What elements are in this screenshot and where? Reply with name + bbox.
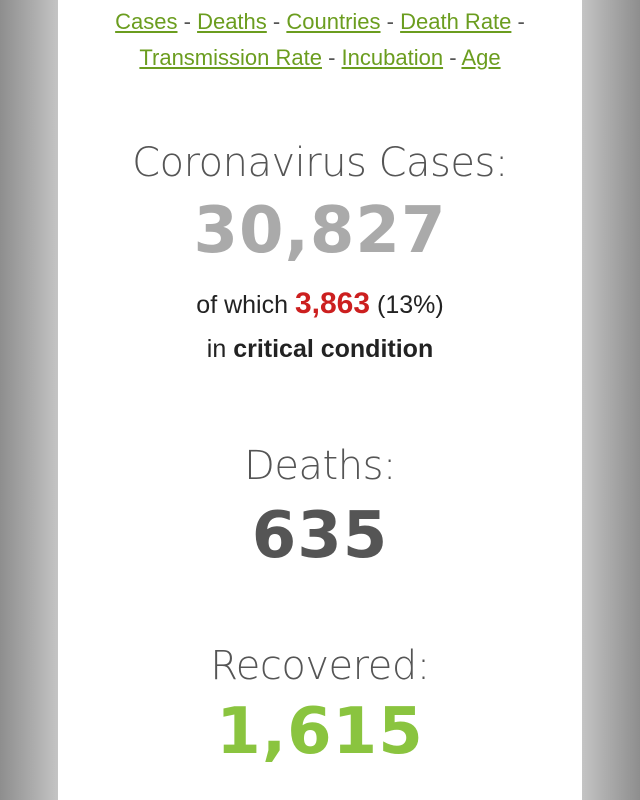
critical-info: of which 3,863 (13%) in critical conditi… — [58, 282, 582, 371]
nav-separator: - — [328, 45, 336, 70]
deaths-count: 635 — [251, 499, 389, 573]
critical-prefix: of which — [196, 291, 289, 319]
critical-percent: (13%) — [377, 291, 444, 319]
cases-count: 30,827 — [193, 194, 447, 268]
nav-link-countries[interactable]: Countries — [286, 9, 381, 34]
cases-label: Coronavirus Cases: — [132, 140, 508, 186]
page-content: Cases - Deaths - Countries - Death Rate … — [58, 0, 582, 800]
nav-separator: - — [449, 45, 457, 70]
recovered-count: 1,615 — [216, 695, 424, 769]
deaths-label: Deaths: — [244, 443, 396, 489]
nav-link-death-rate[interactable]: Death Rate — [400, 9, 512, 34]
nav-separator: - — [183, 9, 191, 34]
recovered-section: Recovered: 1,615 — [58, 643, 582, 769]
critical-in: in — [206, 335, 227, 363]
nav-link-transmission-rate[interactable]: Transmission Rate — [139, 45, 322, 70]
nav-link-incubation[interactable]: Incubation — [341, 45, 444, 70]
critical-condition-text: critical condition — [233, 335, 434, 363]
recovered-label: Recovered: — [210, 643, 430, 689]
nav-separator: - — [272, 9, 281, 34]
cases-section: Coronavirus Cases: 30,827 of which 3,863… — [58, 140, 582, 371]
nav-link-age[interactable]: Age — [461, 45, 501, 70]
nav-link-deaths[interactable]: Deaths — [197, 9, 267, 34]
nav-line-1: Cases - Deaths - Countries - Death Rate … — [58, 4, 582, 40]
nav-link-cases[interactable]: Cases — [115, 9, 178, 34]
critical-count: 3,863 — [294, 287, 371, 320]
deaths-section: Deaths: 635 — [58, 443, 582, 573]
section-nav: Cases - Deaths - Countries - Death Rate … — [58, 0, 582, 76]
nav-separator: - — [517, 9, 525, 34]
nav-separator: - — [386, 9, 394, 34]
nav-line-2: Transmission Rate - Incubation - Age — [58, 40, 582, 76]
